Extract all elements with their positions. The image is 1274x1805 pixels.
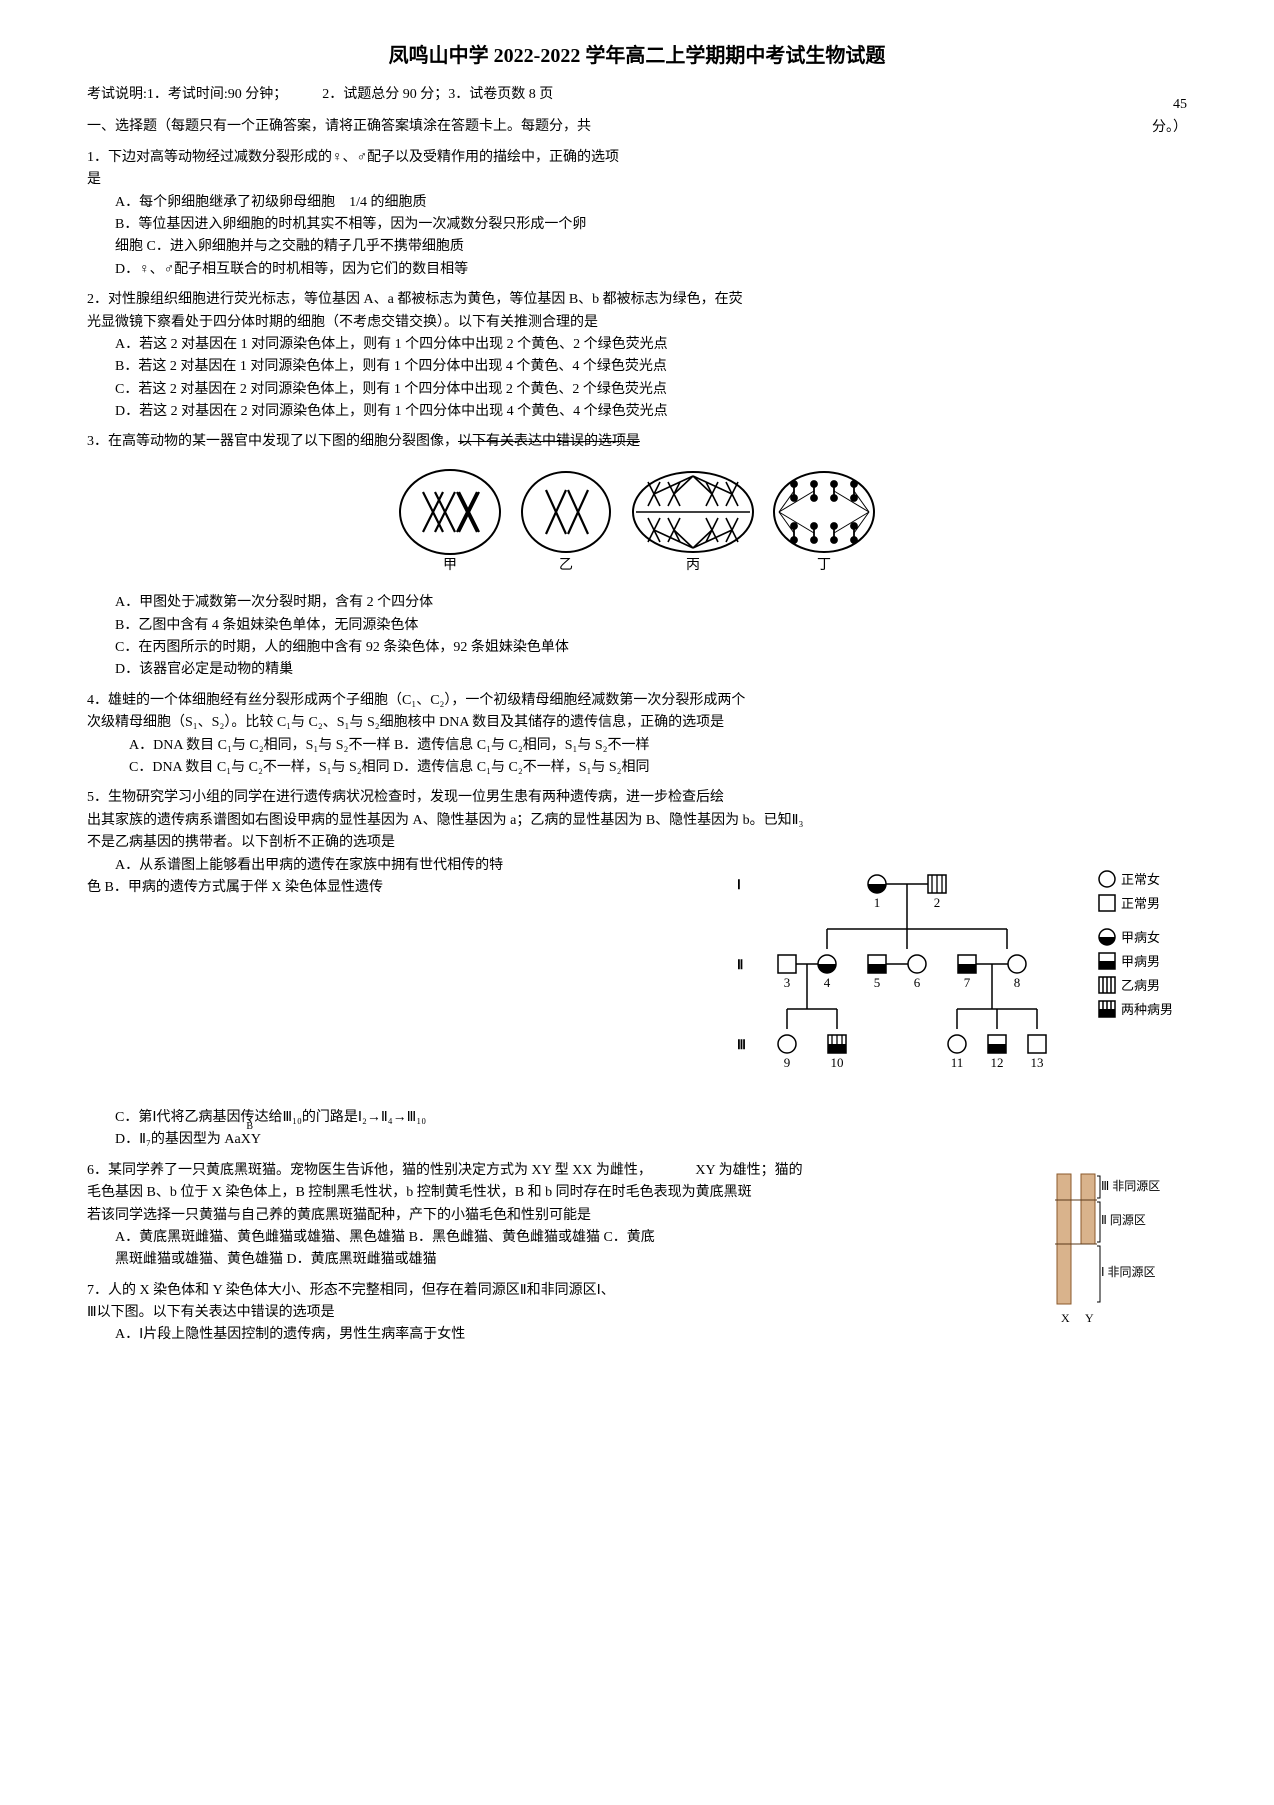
question-2: 2．对性腺组织细胞进行荧光标志，等位基因 A、a 都被标志为黄色，等位基因 B、… [87,289,1187,423]
svg-text:13: 13 [1031,1055,1044,1070]
q3-opt-a: A．甲图处于减数第一次分裂时期，含有 2 个四分体 [87,592,1187,614]
svg-text:1: 1 [874,895,881,910]
svg-text:Ⅲ 非同源区: Ⅲ 非同源区 [1101,1179,1160,1193]
cell-yi: 乙 [516,464,616,582]
question-3: 3．在高等动物的某一器官中发现了以下图的细胞分裂图像，以下有关表达中错误的选项是… [87,431,1187,681]
svg-text:7: 7 [964,975,971,990]
score-box: 45 分。） [1152,94,1187,139]
svg-text:10: 10 [831,1055,844,1070]
question-6: Ⅲ 非同源区 Ⅱ 同源区 Ⅰ 非同源区 X Y 6．某同学养了一只黄底黑斑猫。宠… [87,1160,1187,1272]
q3-figure: 甲 乙 [87,464,1187,582]
q5-d-sup: B [246,1119,253,1135]
q3-opt-c: C．在丙图所示的时期，人的细胞中含有 92 条染色体，92 条姐妹染色单体 [87,637,1187,659]
svg-text:正常男: 正常男 [1121,896,1160,911]
cell-ding: 丁 [769,464,879,582]
svg-text:乙: 乙 [559,557,573,573]
svg-text:Ⅱ: Ⅱ [737,957,743,972]
pedigree-figure: 正常女 正常男 甲病女 甲病男 乙病男 [727,859,1187,1097]
svg-text:甲: 甲 [443,558,457,573]
q6-stem1: 6．某同学养了一只黄底黑斑猫。宠物医生告诉他，猫的性别决定方式为 XY 型 XX… [87,1160,1187,1182]
q2-opt-d: D．若这 2 对基因在 2 对同源染色体上，则有 1 个四分体中出现 4 个黄色… [87,401,1187,423]
section-1-heading: 一、选择题（每题只有一个正确答案，请将正确答案填涂在答题卡上。每题分，共 [87,116,1187,138]
svg-text:丙: 丙 [686,558,700,573]
q7-stem1: 7．人的 X 染色体和 Y 染色体大小、形态不完整相同，但存在着同源区Ⅱ和非同源… [87,1280,1187,1302]
svg-text:两种病男: 两种病男 [1121,1002,1173,1017]
score-num: 45 [1173,97,1187,112]
svg-text:X: X [1061,1311,1070,1325]
svg-text:甲病男: 甲病男 [1121,954,1160,969]
q2-opt-b: B．若这 2 对基因在 1 对同源染色体上，则有 1 个四分体中出现 4 个黄色… [87,356,1187,378]
question-7: 7．人的 X 染色体和 Y 染色体大小、形态不完整相同，但存在着同源区Ⅱ和非同源… [87,1280,1187,1347]
q1-stem2: 是 [87,169,1187,191]
q5-stem2: 出其家族的遗传病系谱图如右图设甲病的显性基因为 A、隐性基因为 a；乙病的显性基… [87,810,1187,832]
svg-text:11: 11 [951,1055,964,1070]
q3-stem: 3．在高等动物的某一器官中发现了以下图的细胞分裂图像， [87,434,458,449]
exam-info: 考试说明:1．考试时间:90 分钟； 2．试题总分 90 分；3．试卷页数 8 … [87,84,1187,106]
svg-text:甲病女: 甲病女 [1121,930,1160,945]
svg-text:正常女: 正常女 [1121,872,1160,887]
q1-opt-d: D．♀、♂配子相互联合的时机相等，因为它们的数目相等 [87,259,1187,281]
svg-text:4: 4 [824,975,831,990]
question-4: 4．雄蛙的一个体细胞经有丝分裂形成两个子细胞（C₁、C₂），一个初级精母细胞经减… [87,690,1187,780]
q5-stem3: 不是乙病基因的携带者。以下剖析不正确的选项是 [87,832,1187,854]
score-unit: 分。） [1152,120,1187,135]
q3-opt-d: D．该器官必定是动物的精巢 [87,659,1187,681]
q1-opt-b2: 细胞 C．进入卵细胞并与之交融的精子几乎不携带细胞质 [87,236,1187,258]
svg-text:Ⅲ: Ⅲ [737,1037,746,1052]
q5-stem1: 5．生物研究学习小组的同学在进行遗传病状况检查时，发现一位男生患有两种遗传病，进… [87,787,1187,809]
svg-text:3: 3 [784,975,791,990]
q4-opt-c: C．DNA 数目 C₁与 C₂不一样，S₁与 S₂相同 D．遗传信息 C₁与 C… [87,757,1187,779]
svg-text:9: 9 [784,1055,791,1070]
svg-text:乙病男: 乙病男 [1121,978,1160,993]
svg-text:5: 5 [874,975,881,990]
svg-text:6: 6 [914,975,921,990]
svg-text:Ⅱ 同源区: Ⅱ 同源区 [1101,1213,1146,1227]
q7-stem2: Ⅲ以下图。以下有关表达中错误的选项是 [87,1302,1187,1324]
question-1: 1．下边对高等动物经过减数分裂形成的♀、♂配子以及受精作用的描绘中，正确的选项 … [87,147,1187,281]
q4-stem1: 4．雄蛙的一个体细胞经有丝分裂形成两个子细胞（C₁、C₂），一个初级精母细胞经减… [87,690,1187,712]
q3-opt-b: B．乙图中含有 4 条姐妹染色单体，无同源染色体 [87,615,1187,637]
q2-stem2: 光显微镜下察看处于四分体时期的细胞（不考虑交错交换）。以下有关推测合理的是 [87,312,1187,334]
q6-opt-a2: 黑斑雌猫或雄猫、黄色雄猫 D．黄底黑斑雌猫或雄猫 [87,1249,1187,1271]
q2-opt-c: C．若这 2 对基因在 2 对同源染色体上，则有 1 个四分体中出现 2 个黄色… [87,379,1187,401]
q5-d-geno: AaXY [224,1132,261,1147]
q4-opt-a: A．DNA 数目 C₁与 C₂相同，S₁与 S₂不一样 B．遗传信息 C₁与 C… [87,735,1187,757]
chromosome-figure: Ⅲ 非同源区 Ⅱ 同源区 Ⅰ 非同源区 X Y [1037,1164,1187,1342]
q3-stem-strike: 以下有关表达中错误的选项是 [458,434,640,449]
q6-stem3: 若该同学选择一只黄猫与自己养的黄底黑斑猫配种，产下的小猫毛色和性别可能是 [87,1205,1187,1227]
svg-text:2: 2 [934,895,941,910]
page-title: 凤鸣山中学 2022-2022 学年高二上学期期中考试生物试题 [87,40,1187,72]
q1-stem1: 1．下边对高等动物经过减数分裂形成的♀、♂配子以及受精作用的描绘中，正确的选项 [87,147,1187,169]
svg-text:Ⅰ 非同源区: Ⅰ 非同源区 [1101,1265,1156,1279]
q6-stem2: 毛色基因 B、b 位于 X 染色体上，B 控制黑毛性状，b 控制黄毛性状，B 和… [87,1182,1187,1204]
q6-opt-a: A．黄底黑斑雌猫、黄色雌猫或雄猫、黑色雄猫 B．黑色雌猫、黄色雌猫或雄猫 C．黄… [87,1227,1187,1249]
q2-stem1: 2．对性腺组织细胞进行荧光标志，等位基因 A、a 都被标志为黄色，等位基因 B、… [87,289,1187,311]
svg-text:Ⅰ: Ⅰ [737,877,741,892]
q5-d-pre: D．Ⅱ₇的基因型为 [115,1132,221,1147]
q4-stem2: 次级精母细胞（S₁、S₂）。比较 C₁与 C₂、S₁与 S₂细胞核中 DNA 数… [87,712,1187,734]
q1-opt-a: A．每个卵细胞继承了初级卵母细胞 1/4 的细胞质 [87,192,1187,214]
q5-opt-d: D．Ⅱ₇的基因型为 B AaXY [87,1129,1187,1151]
q2-opt-a: A．若这 2 对基因在 1 对同源染色体上，则有 1 个四分体中出现 2 个黄色… [87,334,1187,356]
q7-opt-a: A．Ⅰ片段上隐性基因控制的遗传病，男性生病率高于女性 [87,1324,1187,1346]
svg-text:Y: Y [1085,1311,1094,1325]
q1-opt-b: B．等位基因进入卵细胞的时机其实不相等，因为一次减数分裂只形成一个卵 [87,214,1187,236]
cell-jia: 甲 [395,464,505,582]
question-5: 5．生物研究学习小组的同学在进行遗传病状况检查时，发现一位男生患有两种遗传病，进… [87,787,1187,1151]
svg-text:8: 8 [1014,975,1021,990]
svg-text:12: 12 [991,1055,1004,1070]
cell-bing: 丙 [628,464,758,582]
svg-text:丁: 丁 [817,558,831,573]
